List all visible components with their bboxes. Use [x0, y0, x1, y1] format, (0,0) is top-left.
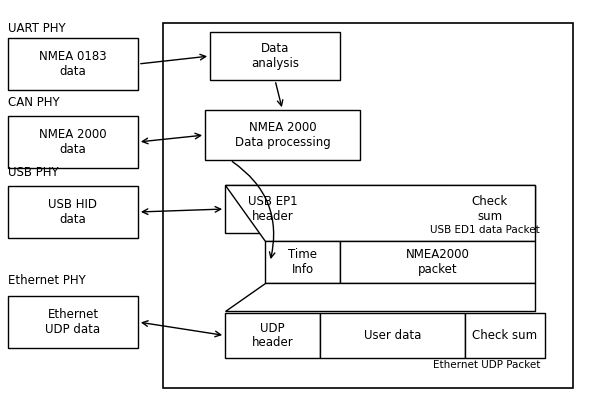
Text: Ethernet
UDP data: Ethernet UDP data — [45, 308, 101, 336]
Text: Data
analysis: Data analysis — [251, 42, 299, 70]
FancyBboxPatch shape — [225, 185, 320, 233]
FancyBboxPatch shape — [163, 23, 573, 388]
FancyBboxPatch shape — [210, 32, 340, 80]
Text: NMEA 2000
data: NMEA 2000 data — [39, 128, 107, 156]
Text: Ethernet PHY: Ethernet PHY — [8, 273, 86, 287]
Text: Ethernet UDP Packet: Ethernet UDP Packet — [433, 360, 540, 370]
FancyBboxPatch shape — [225, 313, 320, 358]
FancyBboxPatch shape — [320, 313, 465, 358]
FancyBboxPatch shape — [205, 110, 360, 160]
FancyBboxPatch shape — [265, 241, 340, 283]
FancyBboxPatch shape — [465, 313, 545, 358]
Text: Check
sum: Check sum — [472, 195, 508, 223]
Text: USB EP1
header: USB EP1 header — [248, 195, 297, 223]
Text: NMEA2000
packet: NMEA2000 packet — [406, 248, 469, 276]
Text: NMEA 0183
data: NMEA 0183 data — [39, 50, 107, 78]
FancyBboxPatch shape — [8, 116, 138, 168]
Text: NMEA 2000
Data processing: NMEA 2000 Data processing — [234, 121, 330, 149]
FancyBboxPatch shape — [320, 185, 445, 233]
FancyBboxPatch shape — [8, 296, 138, 348]
Text: USB PHY: USB PHY — [8, 166, 59, 179]
FancyBboxPatch shape — [340, 241, 535, 283]
Polygon shape — [225, 185, 535, 241]
Text: User data: User data — [364, 329, 421, 342]
FancyBboxPatch shape — [445, 185, 535, 233]
FancyBboxPatch shape — [8, 186, 138, 238]
FancyBboxPatch shape — [8, 38, 138, 90]
Text: USB HID
data: USB HID data — [48, 198, 98, 226]
Text: Check sum: Check sum — [472, 329, 538, 342]
Text: UART PHY: UART PHY — [8, 21, 65, 35]
Text: CAN PHY: CAN PHY — [8, 96, 59, 109]
Text: Time
Info: Time Info — [288, 248, 317, 276]
Text: UDP
header: UDP header — [252, 322, 293, 349]
Polygon shape — [225, 283, 535, 311]
Text: USB ED1 data Packet: USB ED1 data Packet — [430, 225, 540, 235]
